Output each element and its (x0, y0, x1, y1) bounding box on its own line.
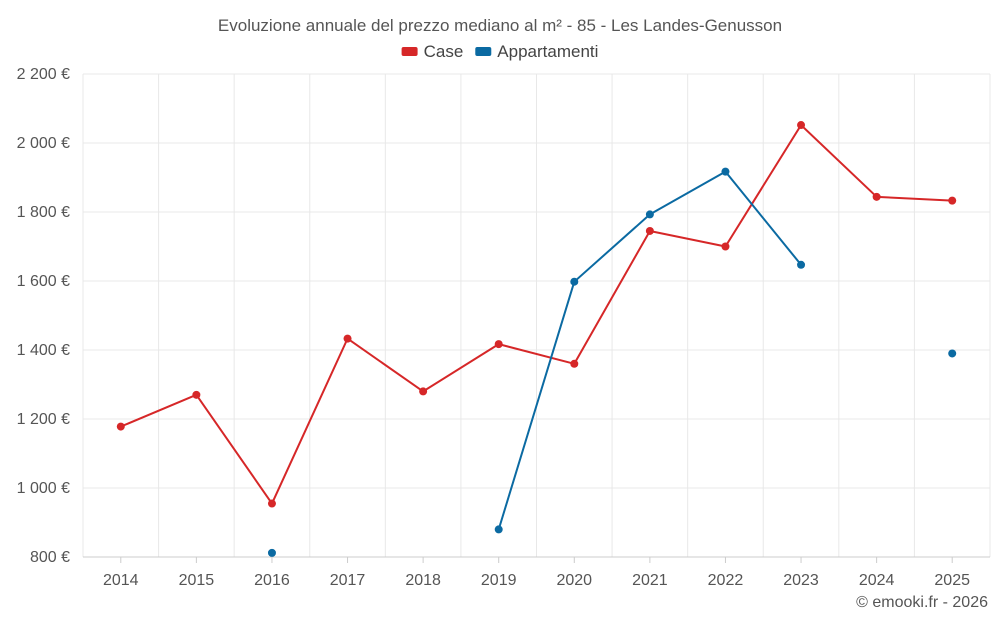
data-point[interactable] (116, 422, 125, 431)
data-point[interactable] (494, 525, 503, 534)
x-tick-label: 2014 (103, 572, 139, 589)
data-point[interactable] (192, 390, 201, 399)
credit: © emooki.fr - 2026 (856, 594, 988, 611)
series-line-segment (119, 393, 198, 428)
series-line-segment (497, 280, 576, 531)
data-point[interactable] (948, 196, 957, 205)
data-point[interactable] (948, 349, 957, 358)
data-point[interactable] (570, 277, 579, 286)
y-tick-label: 1 200 € (17, 411, 70, 428)
series-line-segment (573, 213, 651, 283)
series-line-segment (497, 343, 576, 365)
x-tick-label: 2015 (179, 572, 215, 589)
y-axis: 800 € 1 000 € 1 200 € 1 400 € 1 600 € 1 800 €… (17, 66, 70, 566)
grid (82, 73, 991, 558)
data-point[interactable] (645, 210, 654, 219)
y-tick-label: 2 000 € (17, 135, 70, 152)
x-tick-label: 2021 (632, 572, 668, 589)
y-tick-label: 800 € (30, 549, 70, 566)
x-tick-label: 2016 (254, 572, 290, 589)
series-line-segment (648, 229, 727, 248)
x-tick-label: 2024 (859, 572, 895, 589)
x-tick-label: 2017 (330, 572, 366, 589)
series-case (116, 121, 957, 508)
data-point[interactable] (872, 192, 881, 201)
series-line-segment (346, 337, 425, 393)
data-point[interactable] (267, 499, 276, 508)
series-line-segment (648, 170, 727, 216)
legend-swatch (475, 47, 492, 56)
chart-title: Evoluzione annuale del prezzo mediano al… (218, 16, 782, 35)
series-line-segment (573, 229, 651, 365)
legend-swatch (401, 47, 418, 56)
x-axis: 2014 2015 2016 2017 2018 2019 2020 2021 2022 2023… (103, 557, 970, 589)
data-point[interactable] (645, 226, 654, 235)
y-tick-label: 1 600 € (17, 273, 70, 290)
series-line-segment (724, 170, 803, 266)
data-point[interactable] (797, 121, 806, 130)
series-line-segment (875, 195, 954, 202)
data-point[interactable] (797, 260, 806, 269)
y-tick-label: 1 000 € (17, 480, 70, 497)
series-line-segment (195, 393, 273, 505)
x-tick-label: 2022 (708, 572, 744, 589)
data-point[interactable] (721, 167, 730, 176)
series-line-segment (422, 343, 500, 393)
series-line-segment (800, 124, 878, 198)
legend-item[interactable]: Appartamenti (475, 42, 598, 61)
legend-label: Appartamenti (497, 42, 598, 61)
series-layer (116, 121, 957, 557)
data-point[interactable] (494, 340, 503, 349)
y-tick-label: 1 400 € (17, 342, 70, 359)
x-tick-label: 2023 (783, 572, 819, 589)
series-line-segment (724, 124, 803, 248)
data-point[interactable] (721, 242, 730, 251)
y-tick-label: 1 800 € (17, 204, 70, 221)
legend-item[interactable]: Case (401, 42, 464, 61)
x-tick-label: 2018 (405, 572, 441, 589)
data-point[interactable] (343, 334, 352, 343)
series-appartamenti (267, 167, 957, 557)
data-point[interactable] (267, 548, 276, 557)
legend-label: Case (424, 42, 464, 61)
series-line-segment (270, 337, 349, 505)
x-tick-label: 2025 (934, 572, 970, 589)
legend: Case Appartamenti (401, 42, 598, 61)
data-point[interactable] (419, 387, 428, 396)
x-tick-label: 2019 (481, 572, 517, 589)
x-tick-label: 2020 (556, 572, 592, 589)
y-tick-label: 2 200 € (17, 66, 70, 83)
data-point[interactable] (570, 359, 579, 368)
